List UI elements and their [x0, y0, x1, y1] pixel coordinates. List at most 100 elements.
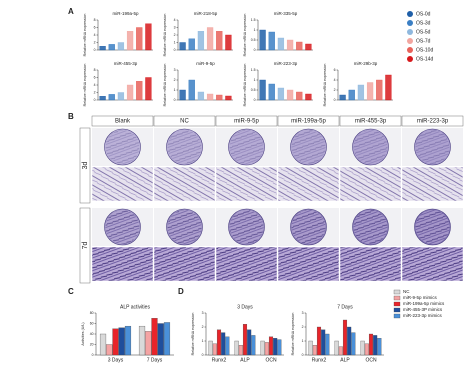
row-label-box	[79, 127, 91, 204]
y-tick-label: 80	[90, 311, 94, 315]
bar	[247, 329, 252, 356]
y-tick-label: 0	[202, 353, 204, 357]
bar	[296, 91, 303, 101]
bar	[179, 89, 186, 101]
bar	[188, 38, 195, 51]
micrograph	[401, 246, 464, 282]
bar	[216, 329, 222, 356]
bar	[342, 319, 348, 356]
y-axis-label: Relative mRNA expression	[291, 313, 295, 356]
legend-label: NC	[403, 289, 410, 294]
y-tick-label: 6	[94, 75, 96, 79]
y-tick-label: 2	[334, 88, 336, 92]
micrograph	[339, 246, 402, 282]
y-tick-label: 2	[202, 325, 204, 329]
bar	[108, 44, 115, 51]
y-tick-label: 8	[94, 18, 96, 22]
bar	[305, 93, 312, 101]
legend-label: OS-0d	[416, 11, 431, 17]
y-tick-label: 0	[254, 48, 256, 52]
panel-label: B	[68, 112, 74, 121]
bar	[373, 335, 378, 356]
bar	[308, 340, 313, 356]
x-tick-label: Runx2	[312, 357, 327, 363]
y-axis-label: Relative mRNA expression	[243, 64, 247, 107]
x-tick-label: 7 Days	[147, 357, 163, 363]
bar	[206, 27, 214, 51]
y-axis-label: Relative mRNA expression	[243, 14, 247, 57]
row-label-box	[79, 207, 91, 284]
bar	[118, 327, 125, 356]
bar	[206, 93, 214, 101]
bar	[334, 340, 339, 356]
bar	[197, 31, 205, 51]
column-header-box	[91, 115, 154, 127]
y-tick-label: 40	[90, 332, 94, 336]
column-header-box	[401, 115, 464, 127]
legend-swatch	[407, 29, 413, 35]
y-tick-label: 2	[94, 40, 96, 44]
y-tick-label: 0	[92, 353, 94, 357]
micrograph	[215, 246, 278, 282]
dish-texture	[105, 210, 140, 244]
bar	[208, 340, 213, 356]
bar	[117, 42, 125, 51]
chart-title: ALP activities	[120, 304, 150, 310]
micrograph	[91, 166, 154, 202]
dish-texture	[291, 210, 326, 244]
y-tick-label: 2	[94, 90, 96, 94]
y-tick-label: 0.5	[251, 38, 256, 42]
bar	[234, 340, 239, 356]
bar	[296, 41, 303, 51]
bar	[277, 37, 285, 51]
chart-title: 7 Days	[337, 304, 353, 310]
y-axis-label: Relative mRNA expression	[83, 64, 87, 107]
column-header: miR-455-3p	[355, 119, 387, 125]
bar	[126, 84, 134, 101]
legend-swatch	[407, 38, 413, 44]
x-tick-label: Runx2	[212, 357, 227, 363]
y-tick-label: 0	[174, 98, 176, 102]
row-label: 7d	[82, 242, 89, 250]
bar	[385, 74, 392, 101]
micrograph	[153, 246, 216, 282]
bar	[348, 89, 355, 101]
bar	[136, 27, 143, 51]
micrograph	[91, 246, 154, 282]
bar	[286, 89, 294, 101]
y-axis-label: Activities (U/L)	[81, 322, 85, 345]
y-tick-label: 0	[94, 48, 96, 52]
bar	[260, 340, 265, 356]
bar	[368, 333, 374, 356]
legend-swatch	[393, 307, 401, 313]
legend-label: miR-9-5p mimics	[403, 295, 438, 300]
bar	[126, 31, 134, 51]
legend-label: OS-3d	[416, 20, 431, 26]
dish-texture	[167, 130, 202, 164]
micrograph	[339, 166, 402, 202]
panel-label: C	[68, 287, 74, 296]
column-header-box	[153, 115, 216, 127]
bar	[138, 325, 146, 356]
y-tick-label: 1	[254, 28, 256, 32]
y-axis-label: Relative mRNA expression	[323, 64, 327, 107]
y-tick-label: 4	[174, 18, 176, 22]
y-tick-label: 1	[202, 339, 204, 343]
y-tick-label: 3	[302, 311, 304, 315]
y-tick-label: 0	[94, 98, 96, 102]
bar	[145, 23, 152, 51]
bar	[316, 326, 322, 356]
bar	[321, 329, 326, 356]
bar	[136, 81, 143, 101]
bar	[242, 324, 248, 356]
y-tick-label: 3	[174, 68, 176, 72]
bar	[277, 339, 282, 356]
y-tick-label: 20	[90, 342, 94, 346]
y-tick-label: 6	[94, 25, 96, 29]
legend-label: OS-14d	[416, 56, 433, 62]
bar	[151, 318, 158, 356]
y-tick-label: 3	[202, 311, 204, 315]
bar	[225, 95, 232, 101]
row-label: 3d	[82, 162, 89, 170]
chart-title: miR-335-5p	[274, 11, 298, 16]
